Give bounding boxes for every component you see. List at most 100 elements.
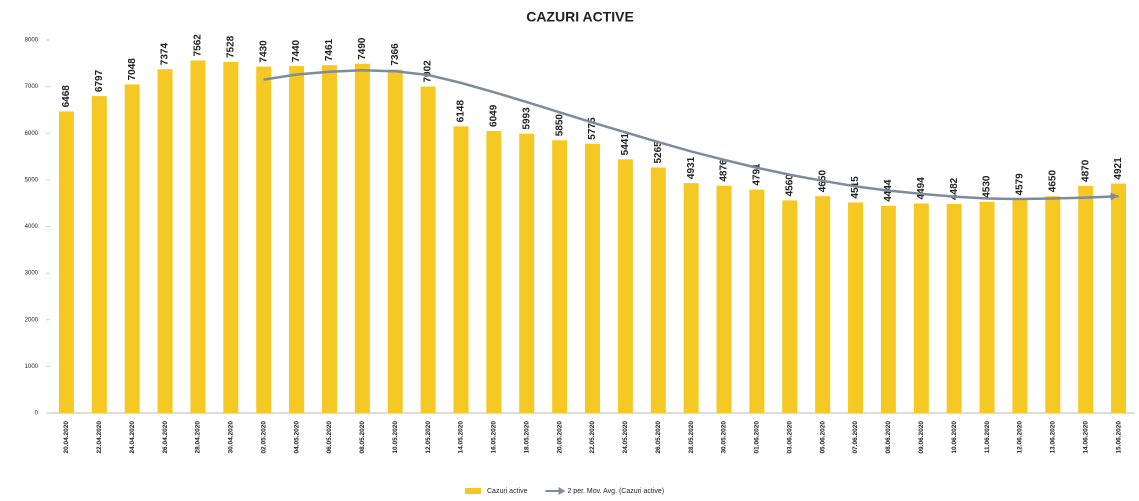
x-tick-label: 08.05.2020 — [359, 421, 366, 454]
bar — [354, 63, 370, 414]
data-label: 7002 — [423, 60, 434, 83]
bar — [321, 65, 337, 414]
data-label: 4921 — [1113, 157, 1124, 180]
data-label: 5993 — [521, 107, 532, 130]
data-label: 7048 — [127, 58, 138, 81]
bar — [683, 183, 699, 413]
x-tick-label: 22.04.2020 — [96, 421, 103, 454]
bar — [617, 159, 633, 413]
y-tick-label: 2000 — [25, 317, 39, 323]
y-tick-label: 6000 — [25, 131, 39, 137]
x-tick-label: 06.05.2020 — [326, 421, 333, 454]
data-label: 6797 — [94, 69, 105, 92]
bar — [749, 189, 765, 413]
data-label: 4579 — [1015, 173, 1026, 196]
data-label: 4560 — [784, 174, 795, 197]
x-tick-label: 24.05.2020 — [622, 421, 629, 454]
x-tick-label: 16.05.2020 — [491, 421, 498, 454]
x-tick-label: 10.05.2020 — [392, 421, 399, 454]
legend-swatch — [465, 488, 481, 494]
x-tick-label: 07.06.2020 — [852, 421, 859, 454]
bar — [453, 126, 469, 414]
x-tick-label: 14.05.2020 — [458, 421, 465, 454]
data-label: 7430 — [258, 40, 269, 63]
data-label: 7461 — [324, 38, 335, 61]
x-tick-label: 30.04.2020 — [228, 421, 235, 454]
legend-arrow — [558, 487, 566, 495]
data-label: 4494 — [916, 177, 927, 200]
x-tick-label: 01.06.2020 — [754, 421, 761, 454]
y-tick-label: 5000 — [25, 177, 39, 183]
x-tick-label: 09.06.2020 — [918, 421, 925, 454]
x-tick-label: 13.06.2020 — [1050, 421, 1057, 454]
data-label: 6468 — [61, 85, 72, 108]
bar — [815, 196, 831, 413]
trend-line — [263, 69, 1119, 201]
x-tick-label: 22.05.2020 — [589, 421, 596, 454]
bar — [946, 204, 962, 413]
y-tick-label: 7000 — [25, 84, 39, 90]
bar — [387, 69, 403, 414]
x-tick-label: 08.06.2020 — [885, 421, 892, 454]
data-label: 4530 — [982, 175, 993, 198]
x-tick-label: 04.05.2020 — [293, 421, 300, 454]
bar — [91, 96, 107, 413]
data-label: 7440 — [291, 39, 302, 62]
x-tick-label: 20.04.2020 — [63, 421, 70, 454]
bar — [223, 62, 239, 414]
data-label: 4791 — [752, 163, 763, 186]
x-tick-label: 11.06.2020 — [984, 421, 991, 454]
legend-label: Cazuri active — [487, 488, 528, 495]
x-tick-label: 18.05.2020 — [523, 421, 530, 454]
data-label: 5441 — [620, 133, 631, 156]
data-label: 5850 — [554, 114, 565, 137]
bar — [848, 202, 864, 413]
x-tick-label: 12.05.2020 — [425, 421, 432, 454]
bar — [979, 201, 995, 413]
bar — [190, 60, 206, 413]
bar — [552, 140, 568, 413]
bar — [1012, 199, 1028, 413]
x-tick-label: 26.04.2020 — [162, 421, 169, 454]
data-label: 4931 — [686, 156, 697, 179]
x-tick-label: 24.04.2020 — [129, 421, 136, 454]
bar — [256, 66, 272, 414]
data-label: 4650 — [1047, 170, 1058, 193]
data-label: 7366 — [390, 43, 401, 66]
y-tick-label: 4000 — [25, 224, 39, 230]
bar — [420, 86, 436, 414]
y-tick-label: 3000 — [25, 271, 39, 277]
bar — [157, 69, 173, 413]
x-tick-label: 02.05.2020 — [260, 421, 267, 454]
data-label: 4870 — [1080, 159, 1091, 182]
bar — [486, 130, 502, 413]
y-tick-label: 1000 — [25, 364, 39, 370]
y-tick-label: 0 — [35, 411, 39, 417]
arrow-head — [1110, 192, 1119, 201]
bar — [1078, 185, 1094, 413]
data-label: 5265 — [653, 141, 664, 164]
data-label: 4876 — [719, 159, 730, 182]
x-tick-label: 28.05.2020 — [688, 421, 695, 454]
x-tick-label: 14.06.2020 — [1082, 421, 1089, 454]
legend-label: 2 per. Mov. Avg. (Cazuri active) — [567, 488, 664, 495]
bar — [650, 167, 666, 413]
x-tick-label: 20.05.2020 — [556, 421, 563, 454]
bar — [880, 205, 896, 413]
bar — [289, 66, 305, 414]
bar — [913, 203, 929, 413]
bar — [716, 185, 732, 413]
x-tick-label: 15.06.2020 — [1115, 421, 1122, 454]
data-label: 5775 — [587, 117, 598, 140]
x-tick-label: 10.06.2020 — [951, 421, 958, 454]
data-label: 7562 — [193, 34, 204, 57]
data-label: 7528 — [225, 35, 236, 58]
bar — [1111, 183, 1127, 413]
data-label: 6049 — [489, 104, 500, 127]
x-tick-label: 12.06.2020 — [1017, 421, 1024, 454]
y-tick-label: 8000 — [25, 38, 39, 44]
bar — [519, 133, 535, 414]
x-tick-label: 28.04.2020 — [195, 421, 202, 454]
data-label: 6148 — [456, 100, 467, 123]
